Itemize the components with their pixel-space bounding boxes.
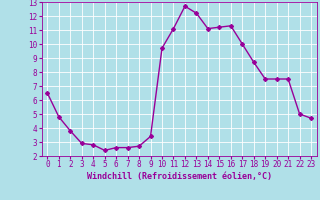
X-axis label: Windchill (Refroidissement éolien,°C): Windchill (Refroidissement éolien,°C) <box>87 172 272 181</box>
